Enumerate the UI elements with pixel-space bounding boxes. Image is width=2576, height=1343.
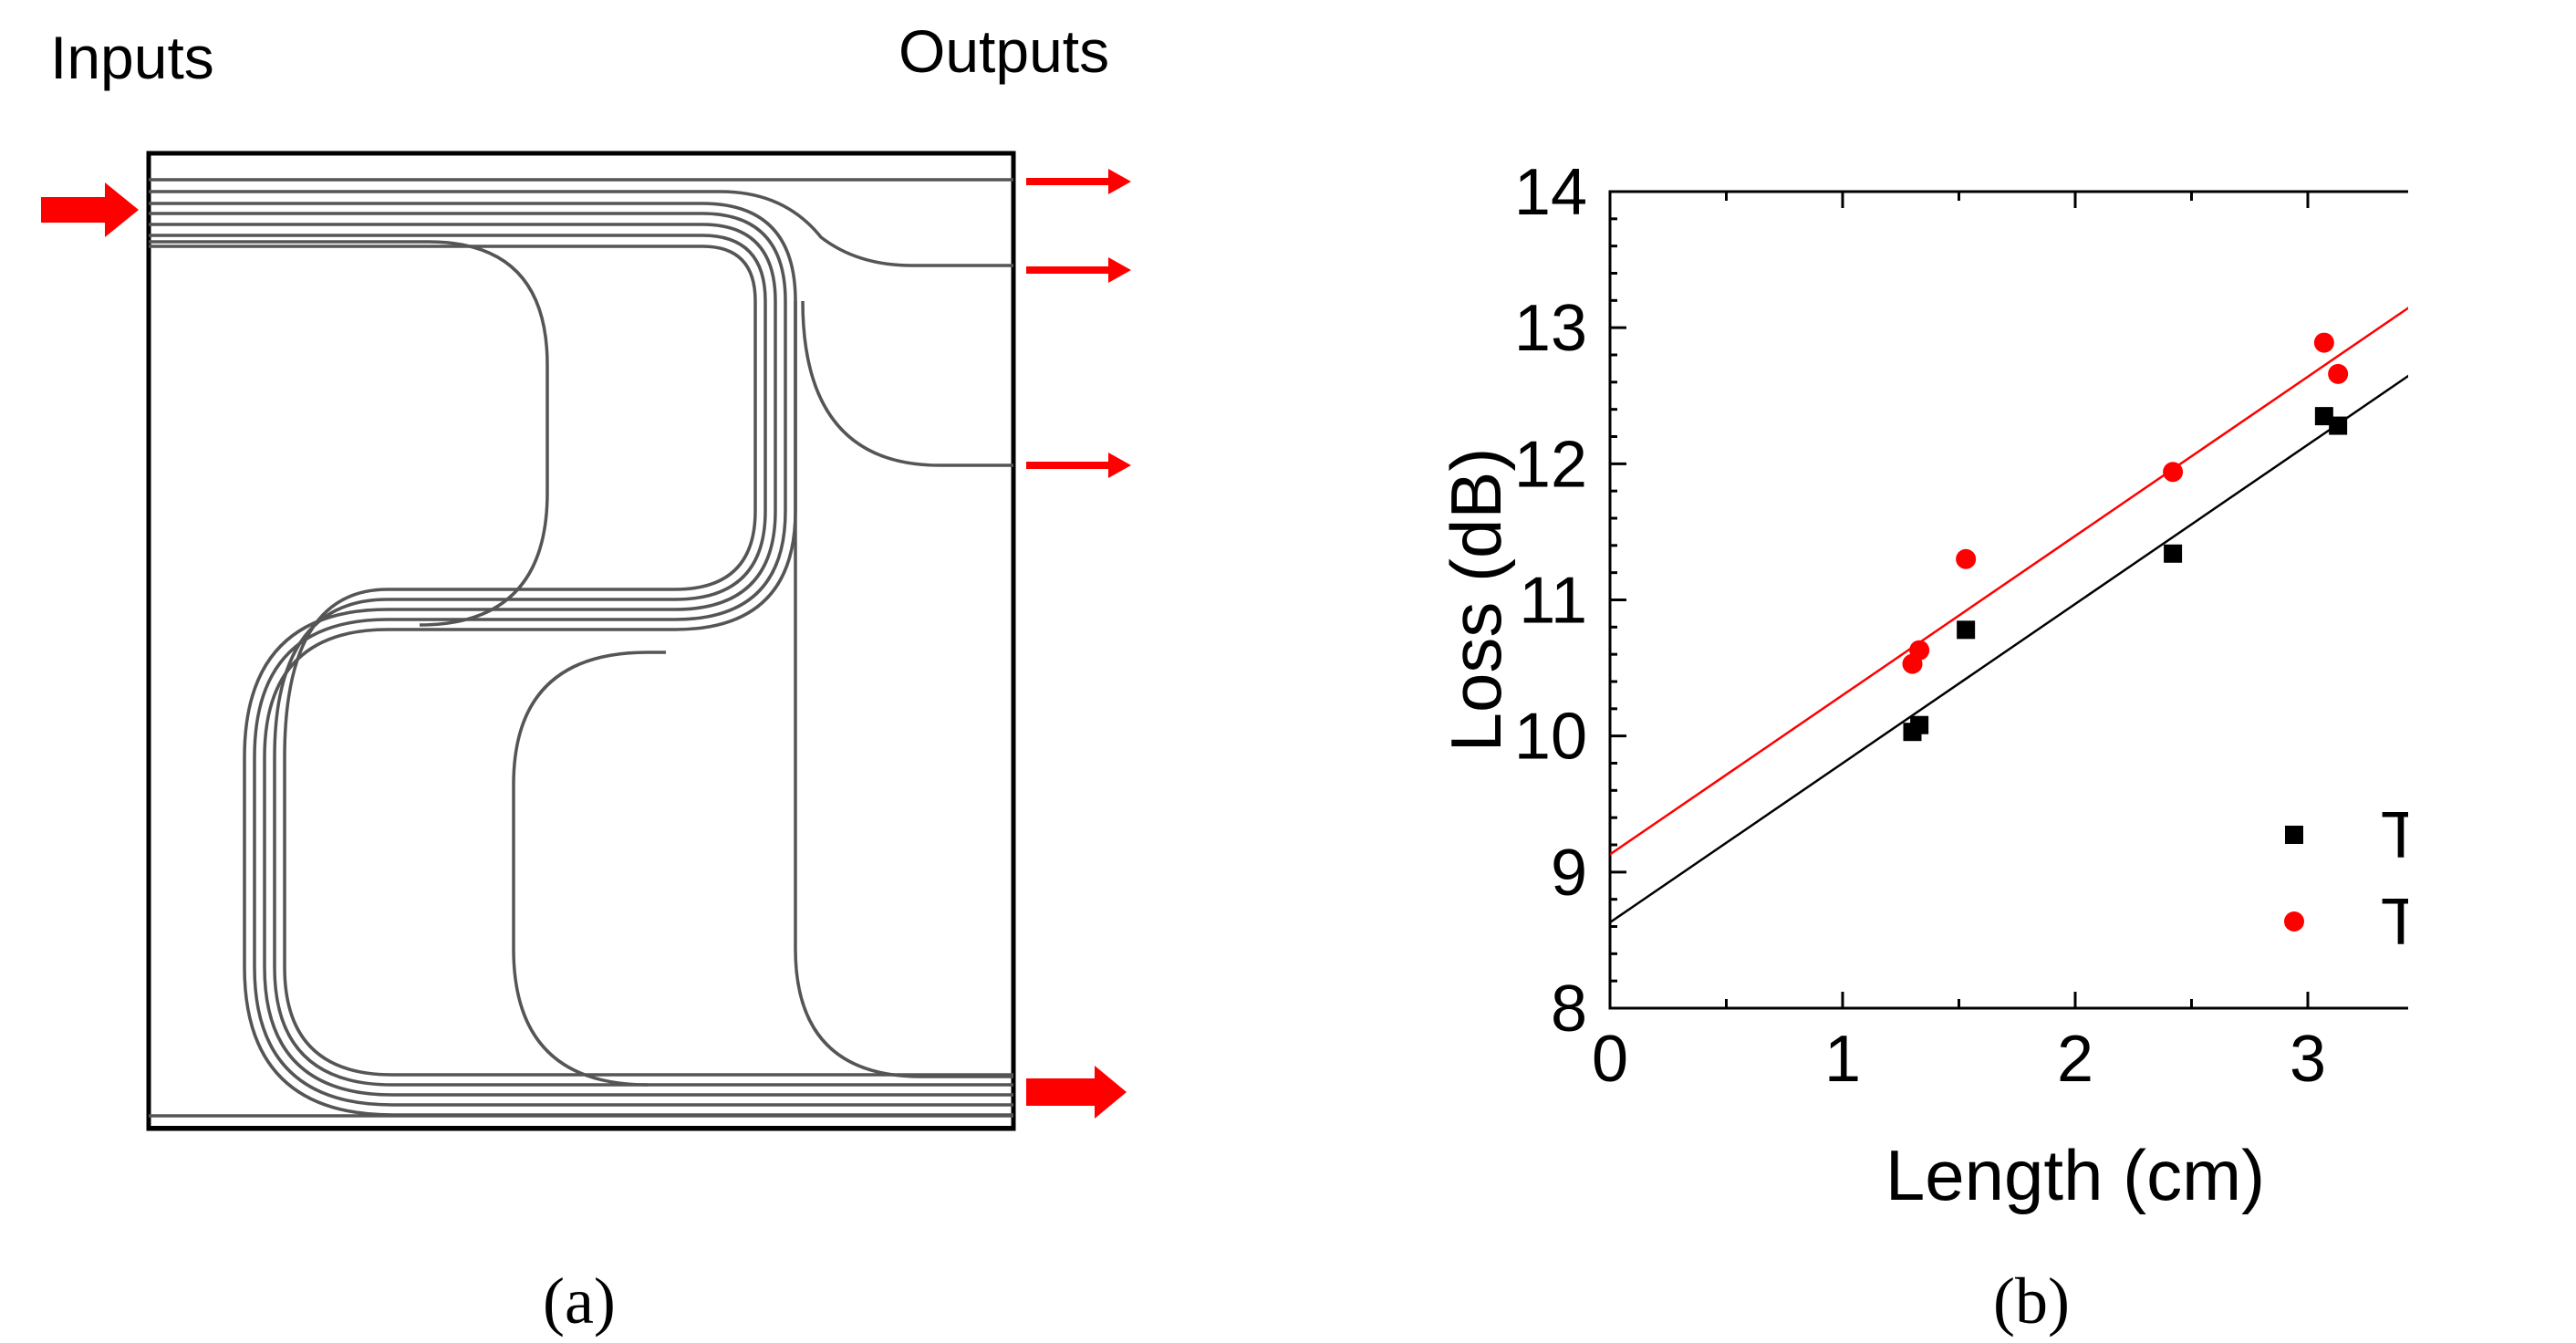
y-tick-label: 10 <box>1514 701 1587 774</box>
legend-marker-tm <box>2285 826 2303 844</box>
caption-a: (a) <box>543 1265 616 1338</box>
x-tick-label: 0 <box>1592 1023 1628 1096</box>
y-tick-label: 13 <box>1514 292 1587 365</box>
waveguide-bundle-right <box>149 202 1013 1117</box>
output-arrow-2 <box>1026 257 1131 283</box>
y-tick-label: 9 <box>1551 837 1587 910</box>
data-point-tm <box>1957 620 1976 640</box>
fit-line-te <box>1610 307 2408 856</box>
y-tick-label: 14 <box>1514 156 1587 229</box>
data-point-te <box>2328 363 2349 384</box>
data-point-tm <box>2329 416 2348 435</box>
legend-label-tm: TM <box>2381 799 2408 872</box>
y-tick-label: 8 <box>1551 973 1587 1046</box>
chip-boundary <box>146 151 1016 1131</box>
y-axis-label: Loss (dB) <box>1436 448 1516 753</box>
caption-b: (b) <box>1993 1265 2070 1338</box>
outputs-label: Outputs <box>898 17 1110 85</box>
output-arrow-1 <box>1026 169 1131 194</box>
waveguide-left-sbend <box>149 240 549 627</box>
data-point-te <box>1956 548 1977 569</box>
data-point-tm <box>2164 544 2183 563</box>
loss-vs-length-chart: 01234891011121314Length (cm)Loss (dB)TMT… <box>1436 156 2408 1215</box>
waveguide-middle-sbend <box>512 651 666 1087</box>
y-tick-label: 12 <box>1514 428 1587 501</box>
x-tick-label: 3 <box>2290 1023 2326 1096</box>
x-tick-label: 2 <box>2057 1023 2093 1096</box>
data-point-te <box>1909 640 1930 661</box>
waveguide-output-2 <box>149 190 1013 267</box>
y-tick-label: 11 <box>1519 565 1587 638</box>
x-axis-label: Length (cm) <box>1885 1135 2265 1215</box>
data-point-tm <box>1910 715 1929 734</box>
fit-line-tm <box>1610 374 2408 924</box>
input-arrow <box>41 182 139 237</box>
legend-marker-te <box>2284 911 2304 932</box>
inputs-label: Inputs <box>50 24 214 91</box>
waveguide-bundle-bottom <box>149 1114 1013 1130</box>
output-arrow-3 <box>1026 453 1131 478</box>
data-point-te <box>2163 462 2184 483</box>
output-arrow-4 <box>1026 1066 1127 1119</box>
plot-frame <box>1608 190 2408 1010</box>
data-point-tm <box>2314 407 2333 426</box>
legend-label-te: TE <box>2381 886 2408 959</box>
waveguide-right-vertical <box>794 301 1013 1078</box>
waveguide-output-3 <box>801 300 1013 467</box>
x-tick-label: 1 <box>1824 1023 1861 1096</box>
data-point-te <box>2313 332 2334 353</box>
waveguide-diagram <box>41 151 1131 1131</box>
